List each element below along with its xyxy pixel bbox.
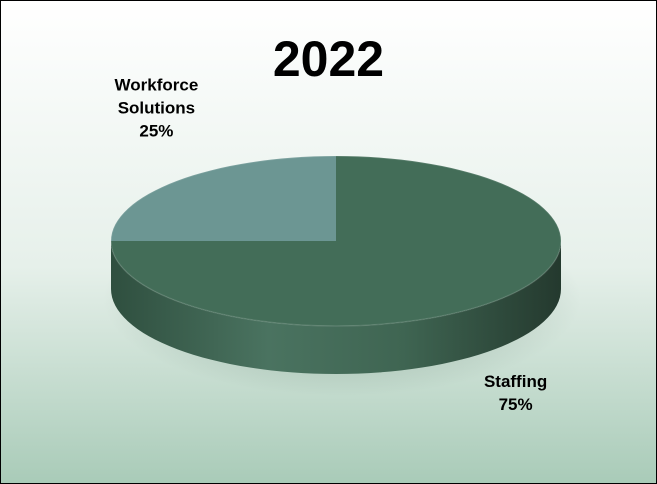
data-label-staffing: Staffing 75% (484, 372, 547, 414)
data-label-name: Staffing (484, 372, 547, 391)
data-label-name: Workforce (115, 75, 199, 94)
data-label-name: Solutions (118, 98, 195, 117)
pie-slice-workforce-solutions (111, 156, 336, 241)
data-label-workforce-solutions: Workforce Solutions 25% (115, 75, 199, 140)
pie-side-wall (111, 241, 561, 374)
data-label-value: 75% (499, 395, 533, 414)
data-label-value: 25% (139, 121, 173, 140)
chart-title: 2022 (272, 31, 385, 87)
pie-top-rim (110, 155, 562, 327)
